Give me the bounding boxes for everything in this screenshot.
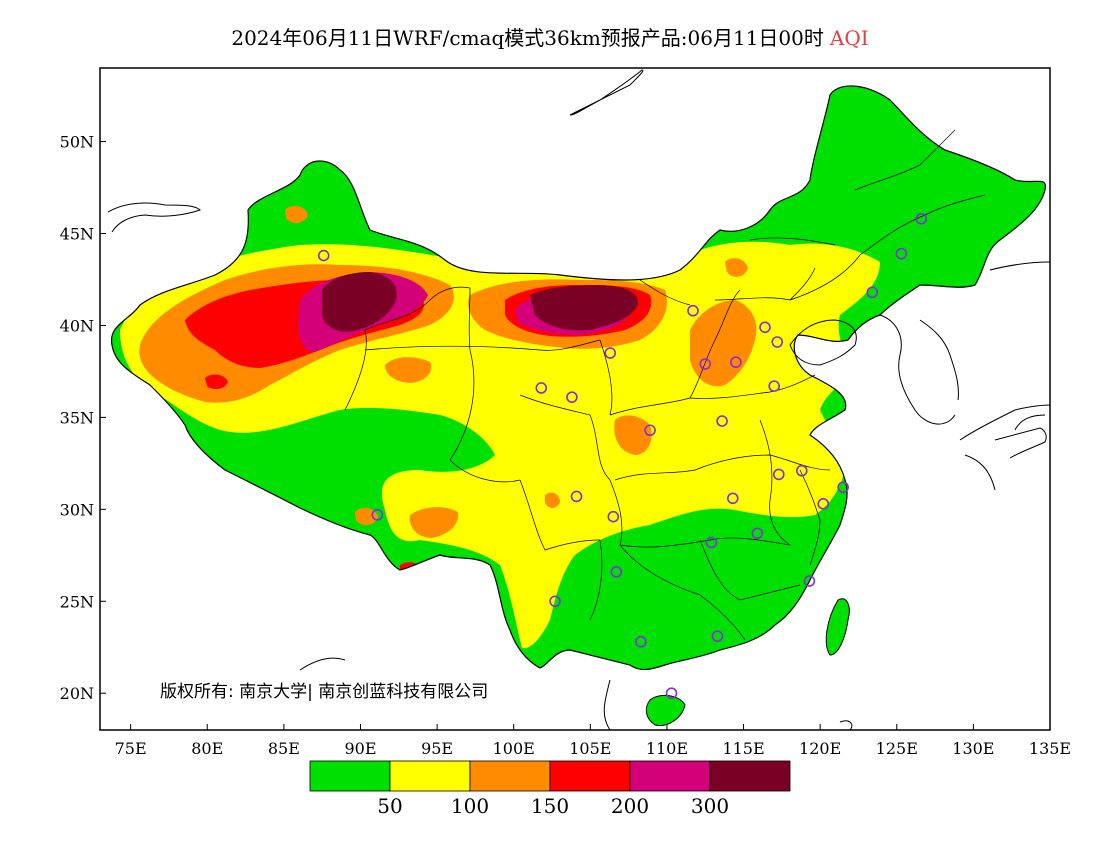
lon-tick-label: 130E bbox=[952, 739, 994, 758]
lon-tick-label: 110E bbox=[646, 739, 688, 758]
station-marker bbox=[371, 509, 384, 521]
station-marker bbox=[915, 212, 928, 225]
lon-tick-label: 75E bbox=[115, 739, 147, 758]
legend-label: 50 bbox=[377, 794, 402, 818]
legend-label: 150 bbox=[531, 794, 569, 818]
station-marker bbox=[772, 468, 785, 481]
legend-swatch bbox=[629, 760, 711, 792]
station-marker bbox=[699, 358, 712, 370]
station-marker bbox=[705, 536, 718, 549]
lat-tick-label: 35N bbox=[60, 408, 94, 427]
lat-tick-label: 30N bbox=[60, 500, 94, 519]
legend-swatch bbox=[389, 760, 471, 792]
legend-label: 100 bbox=[451, 794, 489, 818]
station-marker bbox=[687, 304, 699, 317]
station-marker bbox=[759, 321, 771, 334]
lon-tick-label: 105E bbox=[569, 739, 611, 758]
station-marker bbox=[727, 492, 739, 505]
aqi-colorbar: 50 100 150 200 300 bbox=[309, 760, 791, 818]
province-boundaries bbox=[344, 129, 986, 641]
legend-swatch bbox=[549, 760, 631, 792]
taiwan-island bbox=[825, 598, 850, 656]
station-marker bbox=[644, 424, 656, 437]
neighbor-coastlines bbox=[107, 69, 1050, 730]
station-marker bbox=[711, 630, 724, 643]
station-marker bbox=[751, 527, 764, 540]
station-marker bbox=[866, 286, 879, 299]
station-marker bbox=[716, 415, 728, 427]
lat-tick-label: 45N bbox=[60, 225, 94, 244]
station-marker bbox=[768, 380, 780, 392]
title-text: 2024年06月11日WRF/cmaq模式36km预报产品:06月11日00时 bbox=[231, 26, 824, 50]
legend-label: 200 bbox=[611, 794, 649, 818]
lat-tick-label: 50N bbox=[60, 133, 94, 152]
station-marker bbox=[665, 687, 678, 700]
lon-tick-label: 135E bbox=[1029, 739, 1071, 758]
station-marker bbox=[317, 249, 330, 262]
legend-swatch bbox=[469, 760, 551, 792]
station-marker bbox=[535, 382, 548, 394]
lat-tick-label: 40N bbox=[60, 316, 94, 335]
station-marker bbox=[635, 635, 647, 648]
longitude-axis: 75E 80E 85E 90E 95E 100E 105E 110E 115E 120E 125E 1… bbox=[115, 724, 1071, 758]
lon-tick-label: 120E bbox=[799, 739, 841, 758]
station-marker bbox=[570, 490, 583, 503]
hainan-island bbox=[645, 694, 686, 727]
station-marker bbox=[610, 566, 623, 578]
copyright-text: 版权所有: 南京大学| 南京创蓝科技有限公司 bbox=[160, 682, 488, 702]
latitude-axis: 50N 45N 40N 35N 30N 25N 20N bbox=[60, 133, 106, 703]
lat-tick-label: 25N bbox=[60, 592, 94, 611]
title-variable: AQI bbox=[829, 26, 869, 50]
lon-tick-label: 100E bbox=[493, 739, 535, 758]
station-marker bbox=[803, 575, 816, 587]
station-marker bbox=[771, 336, 784, 348]
station-marker bbox=[604, 347, 617, 359]
lon-tick-label: 80E bbox=[191, 739, 223, 758]
lon-tick-label: 125E bbox=[876, 739, 918, 758]
station-markers bbox=[317, 212, 928, 700]
map-title: 2024年06月11日WRF/cmaq模式36km预报产品:06月11日00时 A… bbox=[0, 22, 1100, 51]
station-marker bbox=[817, 498, 830, 510]
legend-label: 300 bbox=[691, 794, 729, 818]
legend-swatch bbox=[709, 760, 791, 792]
station-marker bbox=[549, 595, 561, 608]
station-marker bbox=[837, 481, 849, 494]
lat-tick-label: 20N bbox=[60, 684, 94, 703]
station-marker bbox=[566, 391, 578, 403]
station-marker bbox=[795, 464, 808, 477]
lon-tick-label: 90E bbox=[344, 739, 376, 758]
legend-swatch bbox=[309, 760, 391, 792]
station-marker bbox=[607, 510, 620, 523]
lon-tick-label: 115E bbox=[722, 739, 764, 758]
station-marker bbox=[895, 247, 908, 260]
lon-tick-label: 95E bbox=[421, 739, 453, 758]
station-marker bbox=[730, 356, 742, 369]
lon-tick-label: 85E bbox=[268, 739, 300, 758]
